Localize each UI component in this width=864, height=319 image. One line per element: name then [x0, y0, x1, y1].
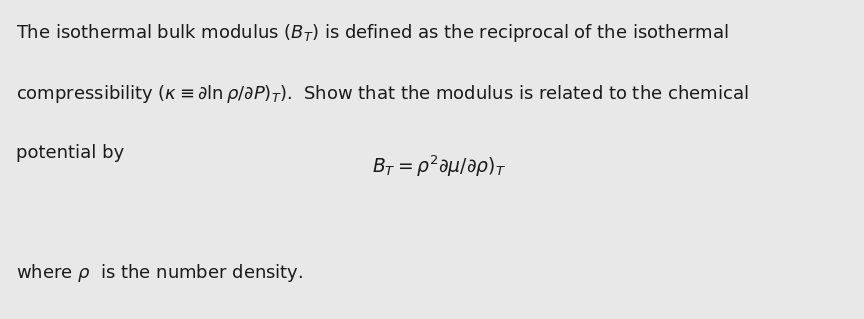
Text: compressibility ($\kappa \equiv \partial \ln \rho / \partial P)_T$).  Show that : compressibility ($\kappa \equiv \partial…: [16, 83, 748, 105]
Text: The isothermal bulk modulus ($B_T$) is defined as the reciprocal of the isotherm: The isothermal bulk modulus ($B_T$) is d…: [16, 22, 728, 44]
Text: potential by: potential by: [16, 144, 124, 161]
Text: $B_T = \rho^2 \partial\mu / \partial\rho)_T$: $B_T = \rho^2 \partial\mu / \partial\rho…: [372, 153, 505, 179]
Text: where $\rho$  is the number density.: where $\rho$ is the number density.: [16, 262, 303, 284]
